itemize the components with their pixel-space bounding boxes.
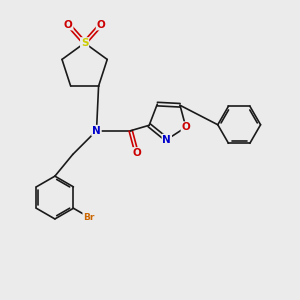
Text: O: O [132,148,141,158]
Text: S: S [81,38,88,48]
Text: O: O [97,20,105,30]
Text: O: O [182,122,190,132]
Text: O: O [64,20,73,30]
Text: N: N [162,135,171,145]
Text: N: N [92,126,101,136]
Text: Br: Br [83,213,94,222]
